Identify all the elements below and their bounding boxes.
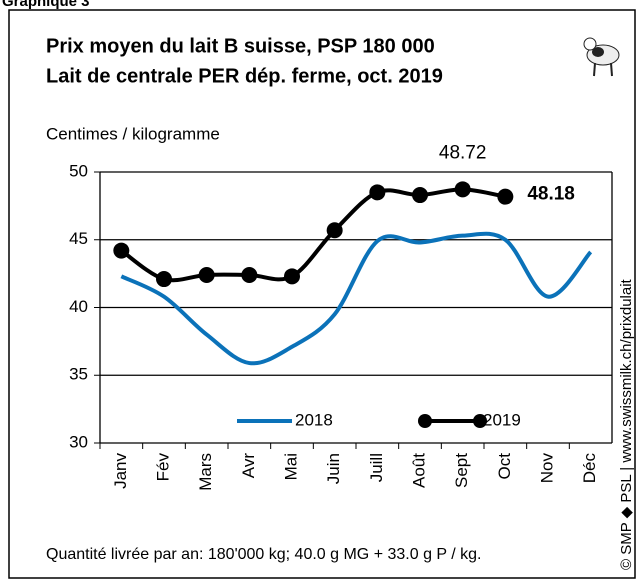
series-line [120,187,506,283]
x-tick-label: Avr [239,453,258,479]
data-label-bg [426,139,499,168]
legend-marker [418,414,432,428]
x-tick-label: Mars [196,453,215,491]
marker [369,184,386,201]
marker [156,271,172,288]
chart-title: Prix moyen du lait B suisse, PSP 180 000 [46,35,435,57]
y-tick-label: 30 [69,432,88,451]
marker [497,188,514,205]
footnote: Quantité livrée par an: 180'000 kg; 40.0… [46,546,481,563]
y-tick-label: 40 [69,297,88,316]
x-tick-label: Oct [495,453,514,480]
legend-label: 2018 [295,410,333,429]
y-tick-label: 50 [69,161,88,180]
header: Graphique 3 [2,0,90,10]
marker [454,181,471,198]
x-tick-label: Fév [153,453,172,482]
marker [113,242,130,259]
cow-icon [583,37,620,77]
y-axis-label: Centimes / kilogramme [46,124,220,143]
header-bg [0,0,130,9]
marker [198,266,215,283]
marker [326,222,343,239]
x-tick-label: Nov [537,453,556,484]
frame [8,9,636,579]
legend-label: 2019 [483,410,521,429]
data-label: 48.18 [527,184,575,205]
source: © SMP ◆ PSL | www.swissmilk.ch/prixdulai… [618,278,635,570]
chart-title: Lait de centrale PER dép. ferme, oct. 20… [46,65,443,87]
x-tick-label: Juin [324,453,343,484]
y-tick-label: 45 [69,229,88,248]
x-tick-label: Juill [367,453,386,482]
y-tick-label: 35 [69,365,88,384]
x-tick-label: Sept [452,453,471,488]
marker [412,187,428,204]
series-line [120,231,593,366]
legend-marker [473,414,487,428]
x-tick-label: Janv [111,453,130,489]
data-label: 48.72 [439,142,487,163]
marker [241,266,258,283]
x-tick-label: Déc [580,453,599,484]
marker [284,268,300,285]
x-tick-label: Août [409,453,428,488]
x-tick-label: Mai [281,453,300,480]
